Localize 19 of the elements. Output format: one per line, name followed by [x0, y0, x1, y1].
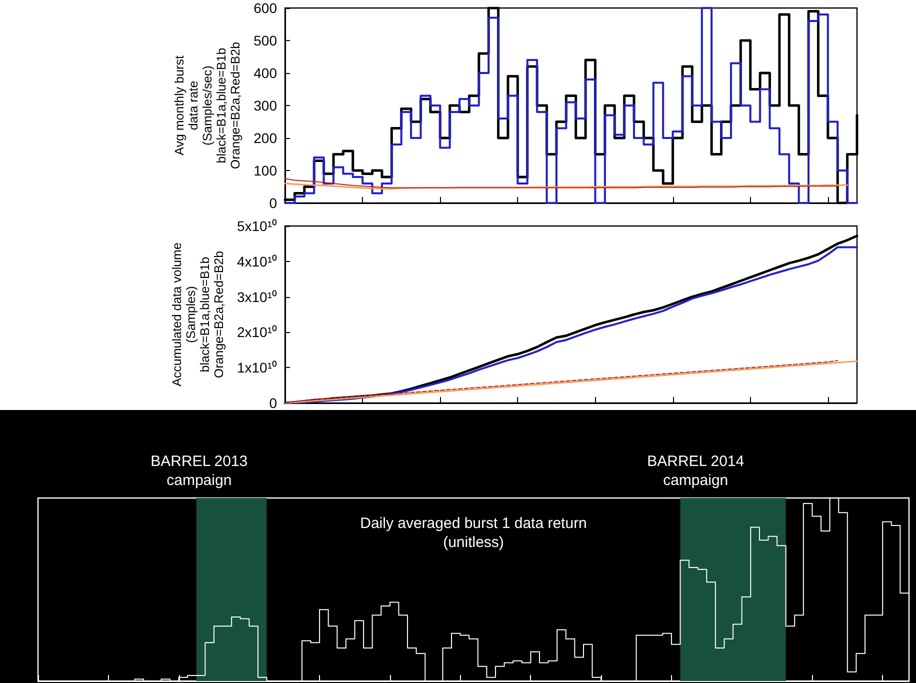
y-tick-label: 500 [254, 32, 278, 48]
y-tick-label: 200 [254, 130, 278, 146]
line-series [284, 178, 838, 188]
y-tick-label: 1x10¹⁰ [236, 360, 277, 376]
y-tick-label: 600 [254, 0, 278, 16]
y-tick-label: 100 [254, 162, 278, 178]
y-tick-label: 0 [269, 195, 278, 211]
y-tick-label: 2x10¹⁰ [236, 324, 277, 340]
y-tick-label: 300 [254, 98, 278, 114]
y-tick-label: 0 [269, 395, 278, 411]
text: BARREL 2014 campaign [647, 453, 744, 489]
y-axis-title: Avg monthly burst data rate (Samples/sec) black=B1a,blue=B1b Orange=B2a,Red=B2b [172, 42, 243, 170]
y-axis-title: Accumulated data volume (Samples) black=B1a,blue=B1b Orange=B2a,Red=B2b [170, 242, 226, 386]
y-tick-label: 3x10¹⁰ [236, 288, 277, 305]
y-tick-label: 4x10¹⁰ [236, 253, 277, 270]
text: BARREL 2013 campaign [150, 453, 248, 489]
y-tick-label: 400 [254, 65, 278, 81]
y-tick-label: 5x10¹⁰ [236, 218, 277, 234]
annotation: Daily averaged burst 1 data return (unitless) [360, 515, 587, 551]
